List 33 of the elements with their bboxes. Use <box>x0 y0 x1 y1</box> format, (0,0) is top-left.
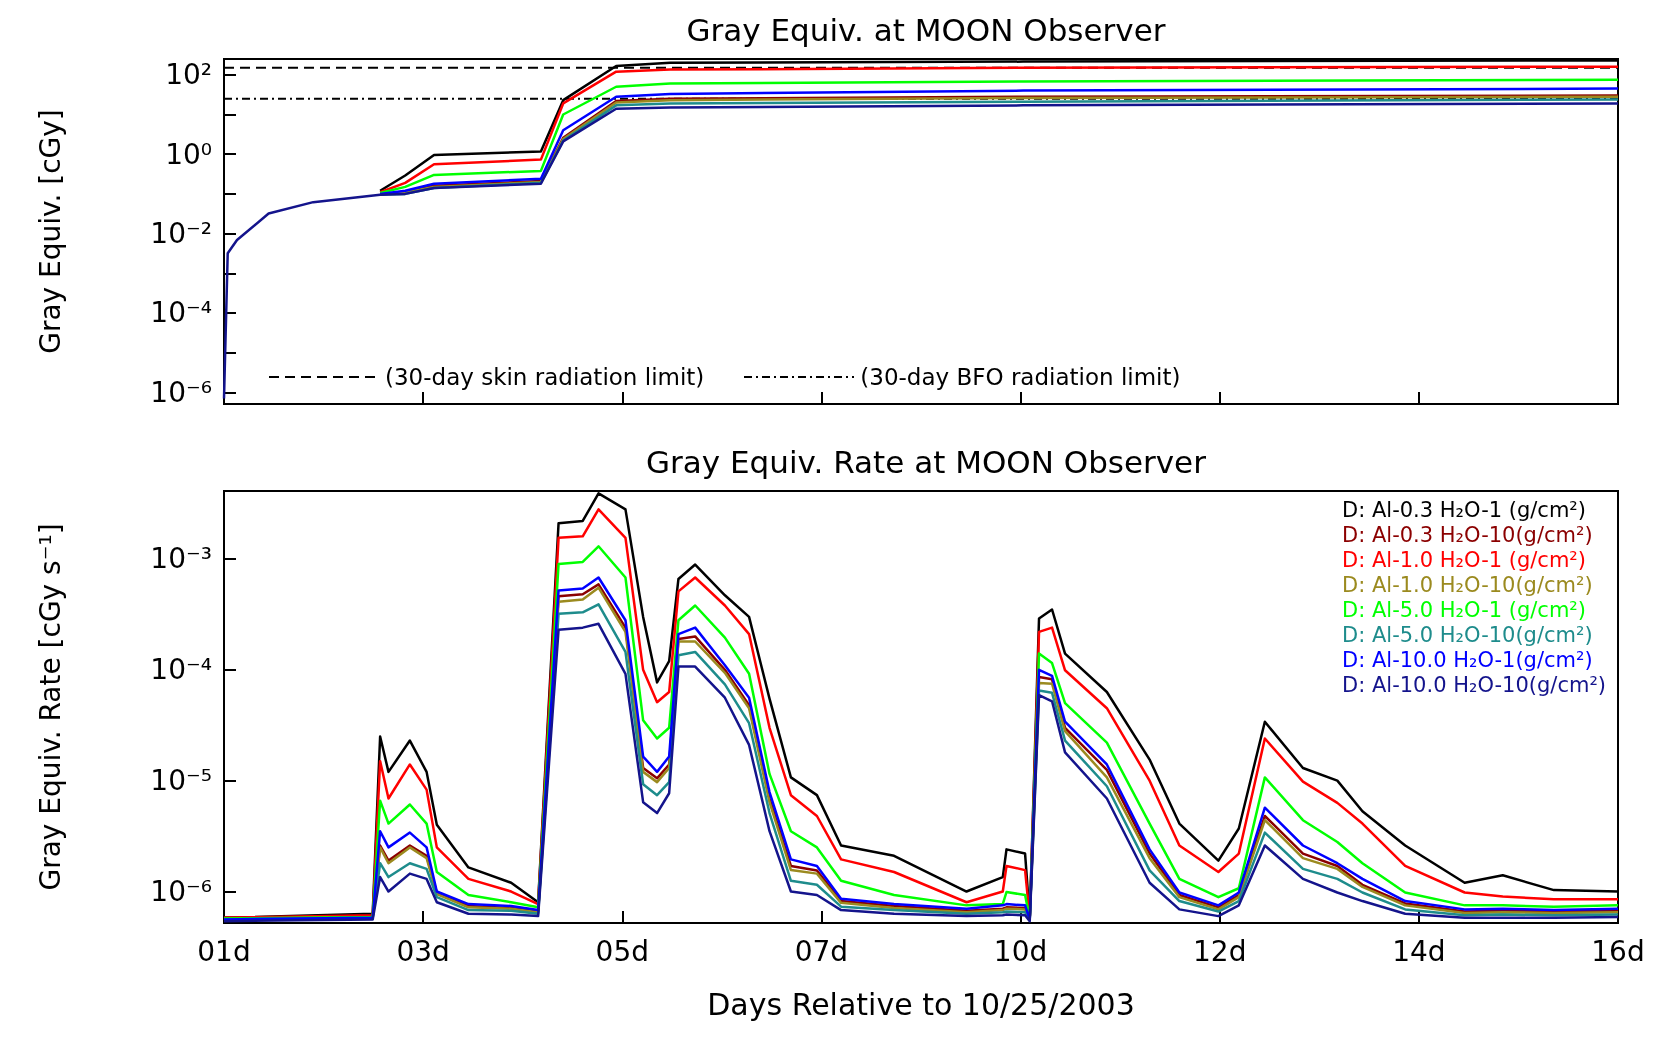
x-tick-label: 05d <box>595 934 649 968</box>
text: D: Al-0.3 H₂O-10(g/cm²) <box>1342 522 1593 547</box>
x-tick-label: 16d <box>1591 934 1645 968</box>
y-tick-label: 10⁻⁵ <box>150 764 212 798</box>
text: D: Al-10.0 H₂O-1(g/cm²) <box>1342 647 1593 672</box>
text: D: Al-1.0 H₂O-1 (g/cm²) <box>1342 547 1586 572</box>
line-series <box>222 102 1620 400</box>
legend-label: (30-day skin radiation limit) <box>385 364 705 390</box>
y-tick-label: 10⁰ <box>165 137 212 171</box>
text: D: Al-5.0 H₂O-10(g/cm²) <box>1342 622 1593 647</box>
text: D: Al-1.0 H₂O-10(g/cm²) <box>1342 572 1593 597</box>
x-tick-label: 10d <box>993 934 1048 968</box>
x-tick-label: 01d <box>197 934 251 968</box>
chart-title: Gray Equiv. Rate at MOON Observer <box>646 443 1207 480</box>
y-axis-title: Gray Equiv. [cGy] <box>33 109 67 354</box>
y-tick-label: 10⁻² <box>150 217 212 251</box>
legend-label: (30-day BFO radiation limit) <box>860 364 1181 390</box>
y-tick-label: 10⁻⁴ <box>150 296 212 330</box>
text: D: Al-5.0 H₂O-1 (g/cm²) <box>1342 597 1586 622</box>
y-tick-label: 10² <box>165 58 212 92</box>
x-tick-label: 14d <box>1392 934 1446 968</box>
chart-title: Gray Equiv. at MOON Observer <box>686 11 1166 48</box>
x-axis-title: Days Relative to 10/25/2003 <box>707 986 1135 1022</box>
y-tick-label: 10⁻³ <box>150 542 212 576</box>
y-tick-label: 10⁻⁶ <box>150 375 212 409</box>
text: D: Al-0.3 H₂O-1 (g/cm²) <box>1342 497 1586 522</box>
y-axis-title: Gray Equiv. Rate [cGy s⁻¹] <box>33 523 67 891</box>
x-tick-label: 07d <box>794 934 849 968</box>
x-tick-label: 03d <box>396 934 450 968</box>
text: D: Al-10.0 H₂O-10(g/cm²) <box>1342 672 1606 697</box>
y-tick-label: 10⁻⁶ <box>150 875 212 909</box>
x-tick-label: 12d <box>1193 934 1247 968</box>
y-tick-label: 10⁻⁴ <box>150 653 212 687</box>
